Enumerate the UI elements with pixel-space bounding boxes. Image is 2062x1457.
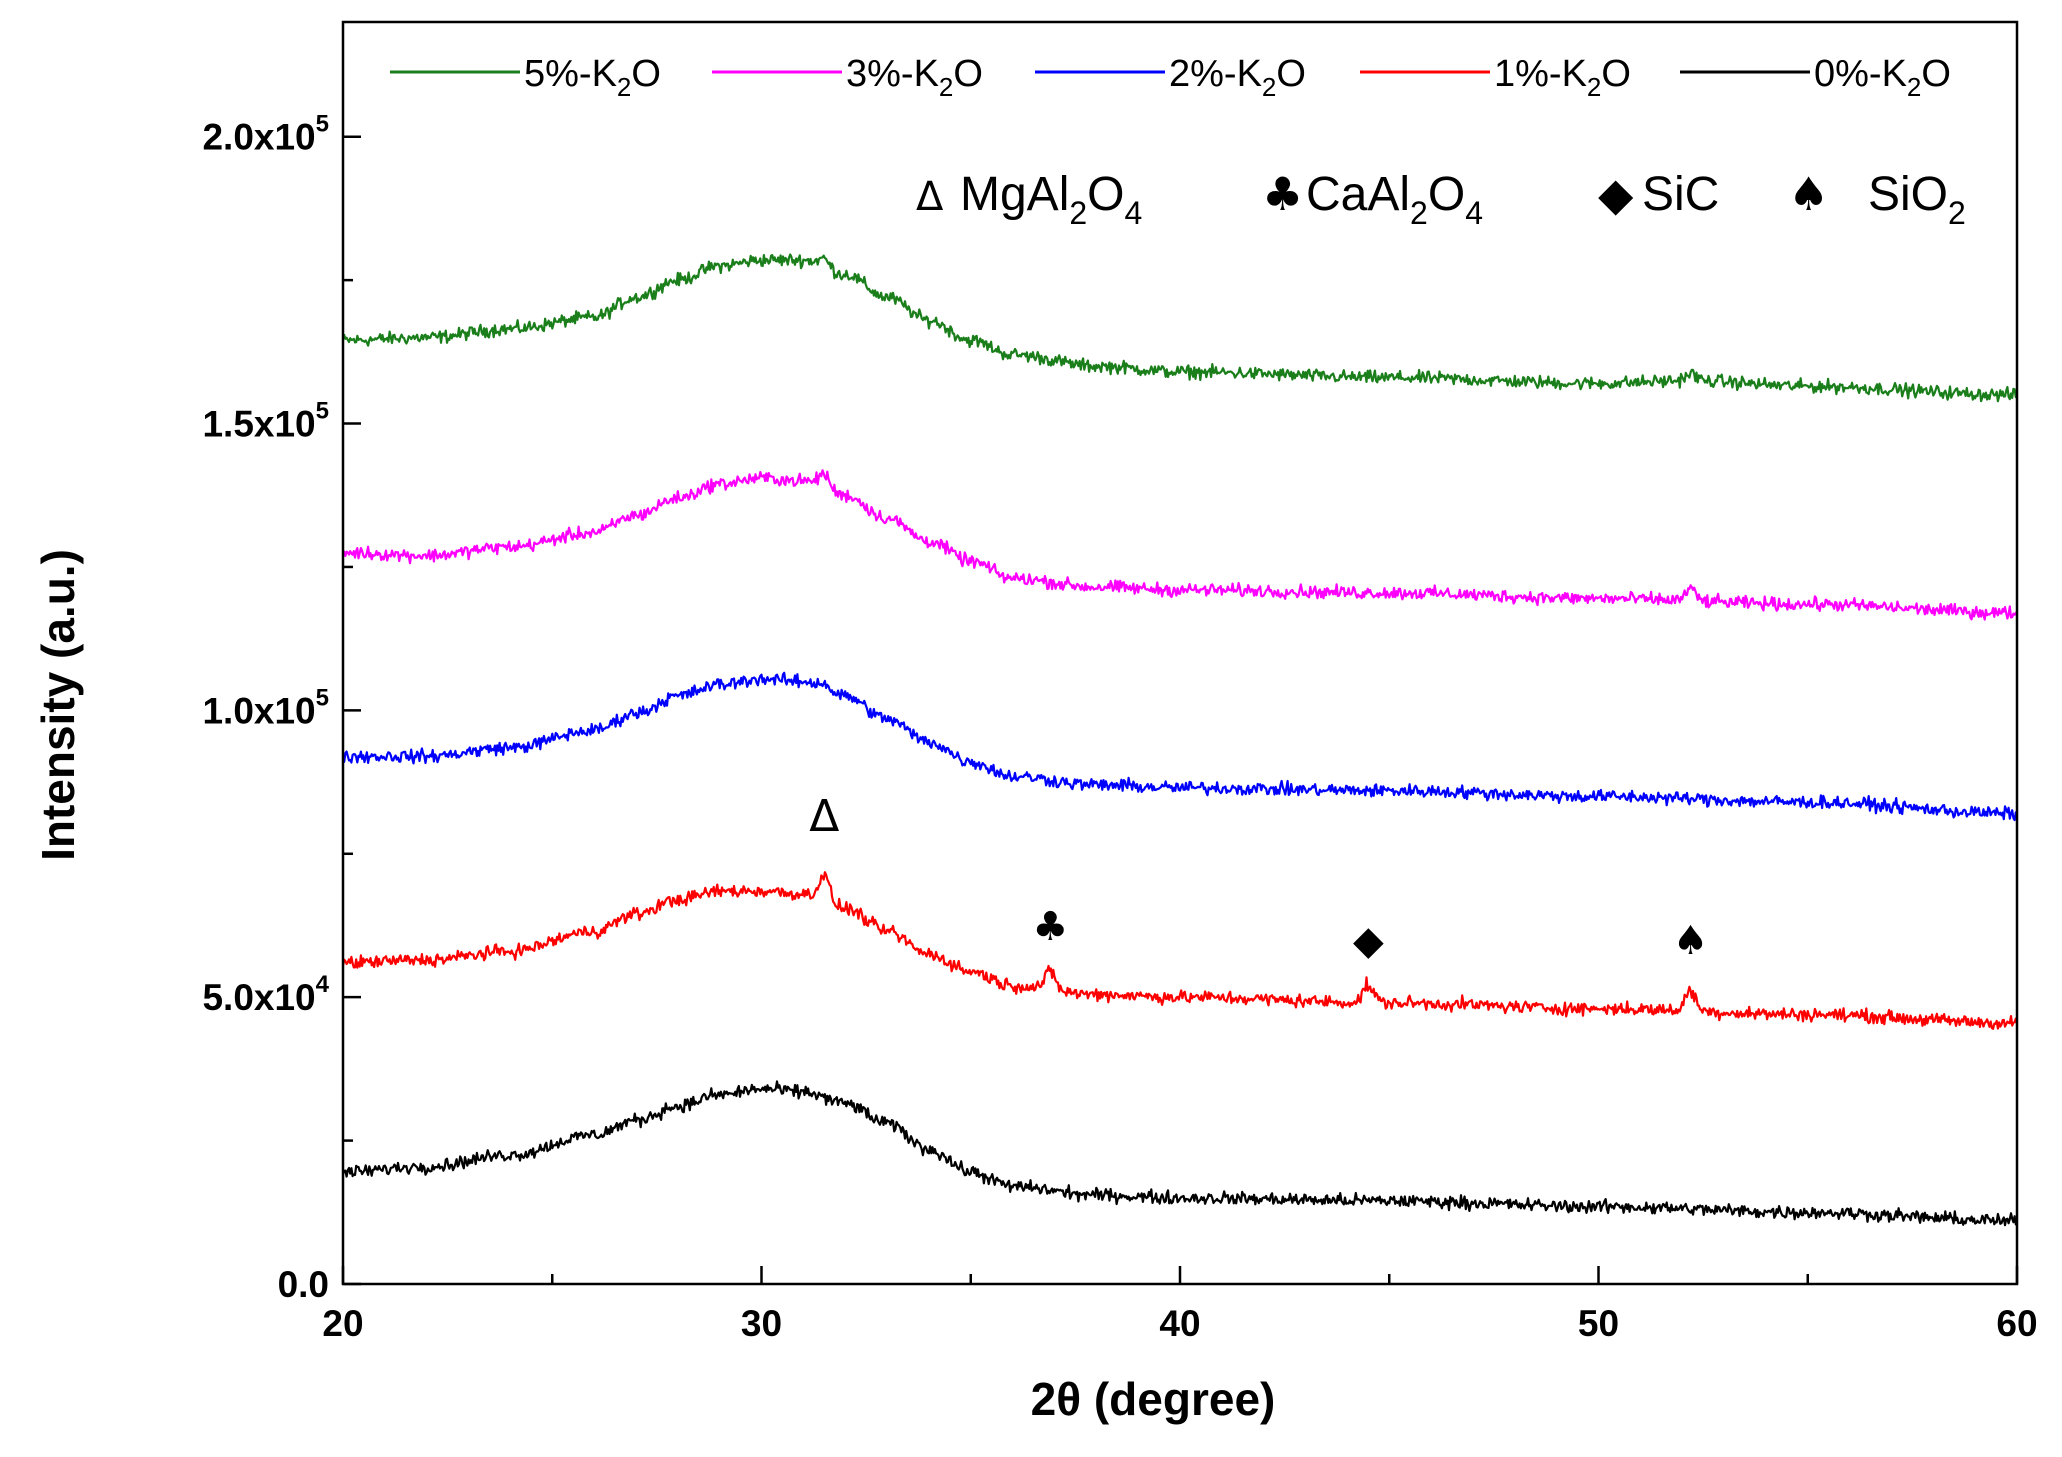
phase-label: SiC (1642, 168, 1719, 221)
x-axis-title: 2θ (degree) (1031, 1373, 1276, 1425)
phase-label: MgAl2O4 (960, 168, 1142, 231)
y-tick-label: 2.0x105 (202, 111, 329, 158)
x-tick-label: 40 (1159, 1303, 1200, 1344)
series-line-0%-K2O (341, 1080, 2019, 1227)
x-tick-label: 30 (741, 1303, 782, 1344)
phase-symbol: ♠ (1788, 167, 1829, 221)
series-line-2%-K2O (341, 671, 2017, 822)
series-line-3%-K2O (342, 469, 2018, 621)
phase-symbol: Δ (916, 174, 944, 220)
peak-annotation-CaAl2O4: ♣ (1032, 904, 1068, 950)
phase-label: SiO2 (1868, 168, 1966, 231)
y-tick-label: 5.0x104 (202, 971, 329, 1018)
phase-symbol: ◆ (1598, 167, 1634, 221)
legend-label: 5%-K2O (524, 53, 661, 102)
series-layer (341, 253, 2019, 1227)
legend-label: 0%-K2O (1814, 53, 1951, 102)
phase-legend: Δ MgAl2O4 ♣ CaAl2O4 ◆ SiC ♠ SiO2 (916, 167, 1966, 231)
y-tick-label: 0.0 (278, 1264, 329, 1305)
y-axis-title: Intensity (a.u.) (32, 549, 84, 861)
x-tick-label: 60 (1996, 1303, 2037, 1344)
x-tick-label: 50 (1578, 1303, 1619, 1344)
legend-label: 1%-K2O (1494, 53, 1631, 102)
phase-symbol: ♣ (1262, 167, 1303, 221)
peak-annotation-SiO2: ♠ (1673, 918, 1709, 964)
axes-layer: 20 30 40 50 60 0.0 5.0x104 1.0x105 1.5x105 2.0x10… (202, 20, 2038, 1344)
plot-frame (341, 20, 2019, 1286)
peak-annotation-SiC: ◆ (1353, 918, 1384, 964)
series-line-1%-K2O (341, 871, 2019, 1030)
x-tick-label: 20 (322, 1303, 363, 1344)
legend: 5%-K2O 3%-K2O 2%-K2O 1%-K2O 0%-K2O (390, 53, 1951, 102)
legend-label: 2%-K2O (1169, 53, 1306, 102)
legend-label: 3%-K2O (846, 53, 983, 102)
phase-label: CaAl2O4 (1306, 168, 1483, 231)
series-line-5%-K2O (341, 253, 2019, 403)
peak-annotation-MgAl2O4: Δ (809, 791, 839, 842)
y-tick-label: 1.0x105 (202, 684, 329, 731)
peak-annotations: Δ ♣ ◆ ♠ (809, 791, 1708, 964)
y-tick-label: 1.5x105 (202, 398, 329, 445)
